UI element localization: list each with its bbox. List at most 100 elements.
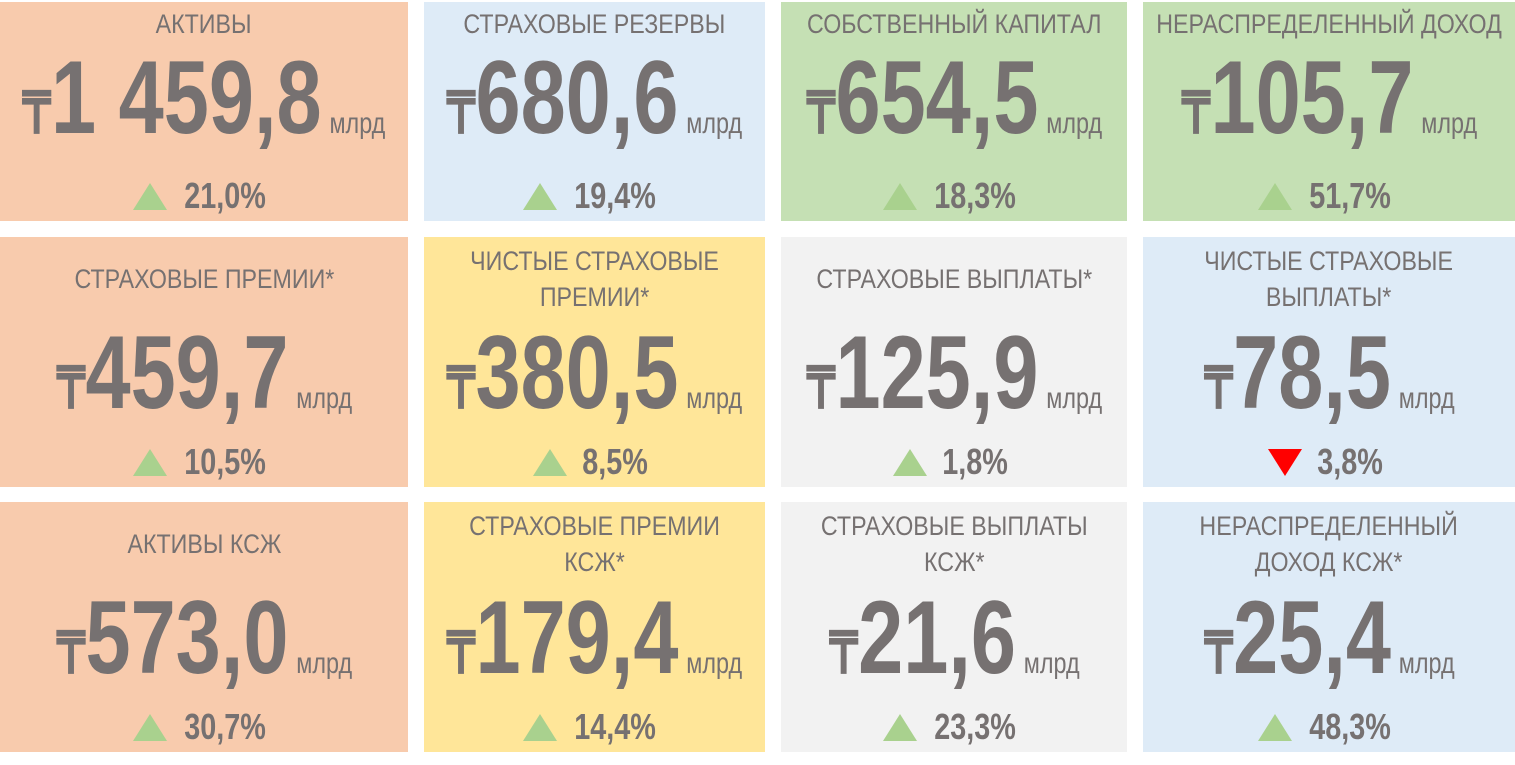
unit: млрд xyxy=(1398,647,1455,680)
arrow-shape xyxy=(132,183,167,210)
change: 23,3% xyxy=(882,702,1026,752)
change: 30,7% xyxy=(132,702,276,752)
arrow-shape xyxy=(882,714,917,741)
value: 459,7 xyxy=(85,315,289,431)
arrow-up xyxy=(892,449,927,476)
currency: ₸ xyxy=(828,621,858,686)
change: 48,3% xyxy=(1257,702,1401,752)
card-title: СТРАХОВЫЕ ПРЕМИИ* xyxy=(74,264,334,294)
change-value: 14,4% xyxy=(574,706,657,747)
currency: ₸ xyxy=(56,621,86,686)
kpi-card: НЕРАСПРЕДЕЛЕННЫЙ ДОХОД ₸ 105,7 млрд 51,7% xyxy=(1143,2,1515,221)
arrow-up xyxy=(882,714,917,741)
currency: ₸ xyxy=(22,81,52,146)
unit: млрд xyxy=(1045,382,1102,415)
unit: млрд xyxy=(295,647,352,680)
arrow-up xyxy=(132,449,167,476)
currency: ₸ xyxy=(1203,621,1233,686)
value-row: ₸ 105,7 млрд xyxy=(1181,46,1476,171)
arrow-shape xyxy=(533,449,568,476)
value: 179,4 xyxy=(475,580,679,696)
value-row: ₸ 25,4 млрд xyxy=(1204,586,1454,702)
change: 8,5% xyxy=(532,437,656,487)
arrow-shape xyxy=(523,183,558,210)
currency: ₸ xyxy=(446,621,476,686)
value: 105,7 xyxy=(1210,40,1414,156)
card-title: НЕРАСПРЕДЕЛЕННЫЙ ДОХОД xyxy=(1156,9,1502,39)
arrow-shape xyxy=(132,449,167,476)
currency: ₸ xyxy=(446,356,476,421)
value-row: ₸ 125,9 млрд xyxy=(806,321,1101,437)
card-title: НЕРАСПРЕДЕЛЕННЫЙ ДОХОД КСЖ* xyxy=(1199,511,1459,577)
unit: млрд xyxy=(1023,647,1080,680)
currency: ₸ xyxy=(806,356,836,421)
change: 10,5% xyxy=(132,437,276,487)
kpi-card: ЧИСТЫЕ СТРАХОВЫЕ ВЫПЛАТЫ* ₸ 78,5 млрд 3,8% xyxy=(1143,237,1515,487)
change: 51,7% xyxy=(1257,171,1401,221)
arrow-shape xyxy=(1257,714,1292,741)
change: 14,4% xyxy=(522,702,666,752)
change-value: 10,5% xyxy=(184,441,266,482)
kpi-card: СТРАХОВЫЕ ПРЕМИИ* ₸ 459,7 млрд 10,5% xyxy=(0,237,408,487)
card-title: ЧИСТЫЕ СТРАХОВЫЕ ВЫПЛАТЫ* xyxy=(1204,246,1454,312)
arrow-shape xyxy=(882,183,917,210)
change-value: 51,7% xyxy=(1309,175,1391,216)
value: 680,6 xyxy=(475,40,679,156)
unit: млрд xyxy=(1045,107,1102,140)
value: 125,9 xyxy=(835,315,1039,431)
arrow-up xyxy=(533,449,568,476)
value: 78,5 xyxy=(1232,315,1391,431)
value: 1 459,8 xyxy=(51,40,322,156)
value: 573,0 xyxy=(85,580,289,696)
unit: млрд xyxy=(329,107,386,140)
change-value: 48,3% xyxy=(1309,706,1391,747)
unit: млрд xyxy=(686,107,743,140)
arrow-up xyxy=(523,183,558,210)
kpi-card: АКТИВЫ ₸ 1 459,8 млрд 21,0% xyxy=(0,2,408,221)
kpi-card: СТРАХОВЫЕ ВЫПЛАТЫ КСЖ* ₸ 21,6 млрд 23,3% xyxy=(781,502,1127,752)
kpi-card: СТРАХОВЫЕ ПРЕМИИ КСЖ* ₸ 179,4 млрд 14,4% xyxy=(424,502,765,752)
value: 25,4 xyxy=(1232,580,1391,696)
change: 1,8% xyxy=(892,437,1016,487)
value-row: ₸ 459,7 млрд xyxy=(56,321,351,437)
currency: ₸ xyxy=(806,81,836,146)
arrow-shape xyxy=(1267,449,1302,476)
value-row: ₸ 573,0 млрд xyxy=(56,586,351,702)
value: 21,6 xyxy=(857,580,1016,696)
card-title: СТРАХОВЫЕ ВЫПЛАТЫ* xyxy=(816,264,1092,294)
value-row: ₸ 654,5 млрд xyxy=(806,46,1101,171)
arrow-shape xyxy=(523,714,558,741)
arrow-up xyxy=(132,714,167,741)
change: 18,3% xyxy=(882,171,1026,221)
value-row: ₸ 78,5 млрд xyxy=(1204,321,1454,437)
currency: ₸ xyxy=(1181,81,1211,146)
kpi-card: СТРАХОВЫЕ РЕЗЕРВЫ ₸ 680,6 млрд 19,4% xyxy=(424,2,765,221)
kpi-card: ЧИСТЫЕ СТРАХОВЫЕ ПРЕМИИ* ₸ 380,5 млрд 8,5% xyxy=(424,237,765,487)
card-title: АКТИВЫ КСЖ xyxy=(127,529,281,559)
currency: ₸ xyxy=(56,356,86,421)
unit: млрд xyxy=(1420,107,1477,140)
value: 654,5 xyxy=(835,40,1039,156)
kpi-card: НЕРАСПРЕДЕЛЕННЫЙ ДОХОД КСЖ* ₸ 25,4 млрд 48,3… xyxy=(1143,502,1515,752)
unit: млрд xyxy=(1398,382,1455,415)
card-title: СТРАХОВЫЕ ПРЕМИИ КСЖ* xyxy=(469,511,720,577)
arrow-shape xyxy=(892,449,927,476)
change-value: 19,4% xyxy=(574,175,657,216)
card-title: АКТИВЫ xyxy=(156,9,252,39)
change-value: 3,8% xyxy=(1317,441,1383,482)
arrow-up xyxy=(132,183,167,210)
arrow-shape xyxy=(1257,183,1292,210)
value-row: ₸ 21,6 млрд xyxy=(829,586,1079,702)
value: 380,5 xyxy=(475,315,679,431)
arrow-down xyxy=(1267,449,1302,476)
value-row: ₸ 179,4 млрд xyxy=(447,586,742,702)
change-value: 23,3% xyxy=(934,706,1016,747)
arrow-up xyxy=(882,183,917,210)
arrow-up xyxy=(1257,714,1292,741)
arrow-up xyxy=(1257,183,1292,210)
card-title: ЧИСТЫЕ СТРАХОВЫЕ ПРЕМИИ* xyxy=(470,246,719,312)
card-title: СТРАХОВЫЕ ВЫПЛАТЫ КСЖ* xyxy=(820,511,1088,577)
kpi-card: СТРАХОВЫЕ ВЫПЛАТЫ* ₸ 125,9 млрд 1,8% xyxy=(781,237,1127,487)
value-row: ₸ 680,6 млрд xyxy=(447,46,742,171)
